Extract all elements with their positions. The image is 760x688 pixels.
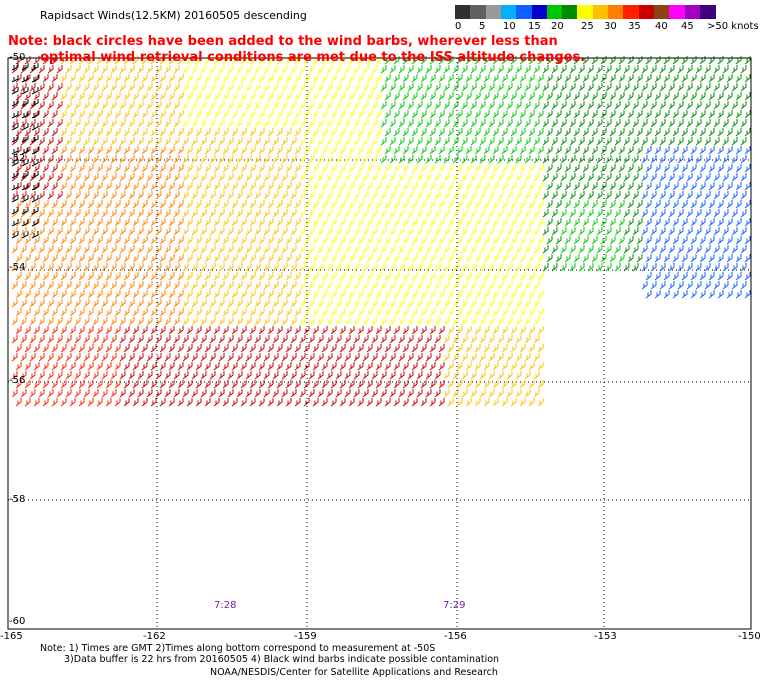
lon-label-156: -156 <box>444 631 467 642</box>
colorbar-label: 25 <box>581 21 594 32</box>
footer-note-line2: 3)Data buffer is 22 hrs from 20160505 4)… <box>64 654 500 665</box>
colorbar-swatch <box>485 5 502 19</box>
colorbar-swatch <box>699 5 716 19</box>
lon-label-159: -159 <box>294 631 317 642</box>
footer-credit: NOAA/NESDIS/Center for Satellite Applica… <box>210 667 498 678</box>
colorbar-label: 35 <box>628 21 641 32</box>
colorbar-swatch <box>546 5 563 19</box>
colorbar-swatch <box>516 5 532 19</box>
wind-barb-group <box>182 56 544 326</box>
lat-label-54: -54 <box>9 262 26 273</box>
colorbar-swatch <box>470 5 487 19</box>
colorbar-swatch <box>592 5 609 19</box>
colorbar-swatch <box>684 5 701 19</box>
contamination-note-line1: Note: black circles have been added to t… <box>8 34 558 49</box>
wind-barb-group <box>11 146 184 326</box>
colorbar-label: 5 <box>479 21 486 32</box>
lat-label-52: -52 <box>9 153 26 164</box>
colorbar-swatch <box>608 5 624 19</box>
lon-label-153: -153 <box>594 631 617 642</box>
colorbar-label: 45 <box>681 21 694 32</box>
lon-label-165: -165 <box>0 631 23 642</box>
colorbar-swatch <box>500 5 517 19</box>
colorbar-swatch <box>638 5 655 19</box>
contamination-note-line2: optimal wind retrieval conditions are me… <box>40 50 586 65</box>
wind-barb-group <box>11 56 445 407</box>
footer-note-line1: Note: 1) Times are GMT 2)Times along bot… <box>40 643 436 654</box>
lat-label-50: -50 <box>9 52 26 63</box>
colorbar-label: 40 <box>655 21 668 32</box>
colorbar-label: 30 <box>604 21 617 32</box>
colorbar-label: 20 <box>551 21 564 32</box>
lat-label-56: -56 <box>9 375 26 386</box>
contaminated-barb-group <box>11 63 39 239</box>
colorbar-swatch <box>653 5 670 19</box>
wind-barb-group <box>542 56 751 272</box>
pass-time-1: 7:28 <box>214 600 237 611</box>
lon-label-150: -150 <box>738 631 760 642</box>
pass-time-2: 7:29 <box>443 600 466 611</box>
colorbar-swatch <box>562 5 578 19</box>
colorbar-label: 15 <box>528 21 541 32</box>
colorbar-swatch <box>577 5 594 19</box>
wind-barb-group <box>60 56 544 407</box>
wind-barbs <box>11 56 751 407</box>
map-frame <box>7 57 752 630</box>
lat-label-60: -60 <box>9 616 26 627</box>
graticule <box>8 58 751 629</box>
colorbar-label: 0 <box>455 21 462 32</box>
lat-label-58: -58 <box>9 494 26 505</box>
colorbar-label: 10 <box>503 21 516 32</box>
wind-barb-group <box>11 326 121 407</box>
lon-label-162: -162 <box>143 631 166 642</box>
plot-title: Rapidsact Winds(12.5KM) 20160505 descend… <box>40 9 307 22</box>
wind-barb-group <box>380 56 625 272</box>
colorbar-swatch <box>623 5 640 19</box>
colorbar-swatch <box>455 5 471 19</box>
colorbar-swatch <box>669 5 685 19</box>
colorbar-label: >50 knots <box>707 21 759 32</box>
colorbar-swatch <box>531 5 548 19</box>
wind-barb-group <box>641 146 751 299</box>
